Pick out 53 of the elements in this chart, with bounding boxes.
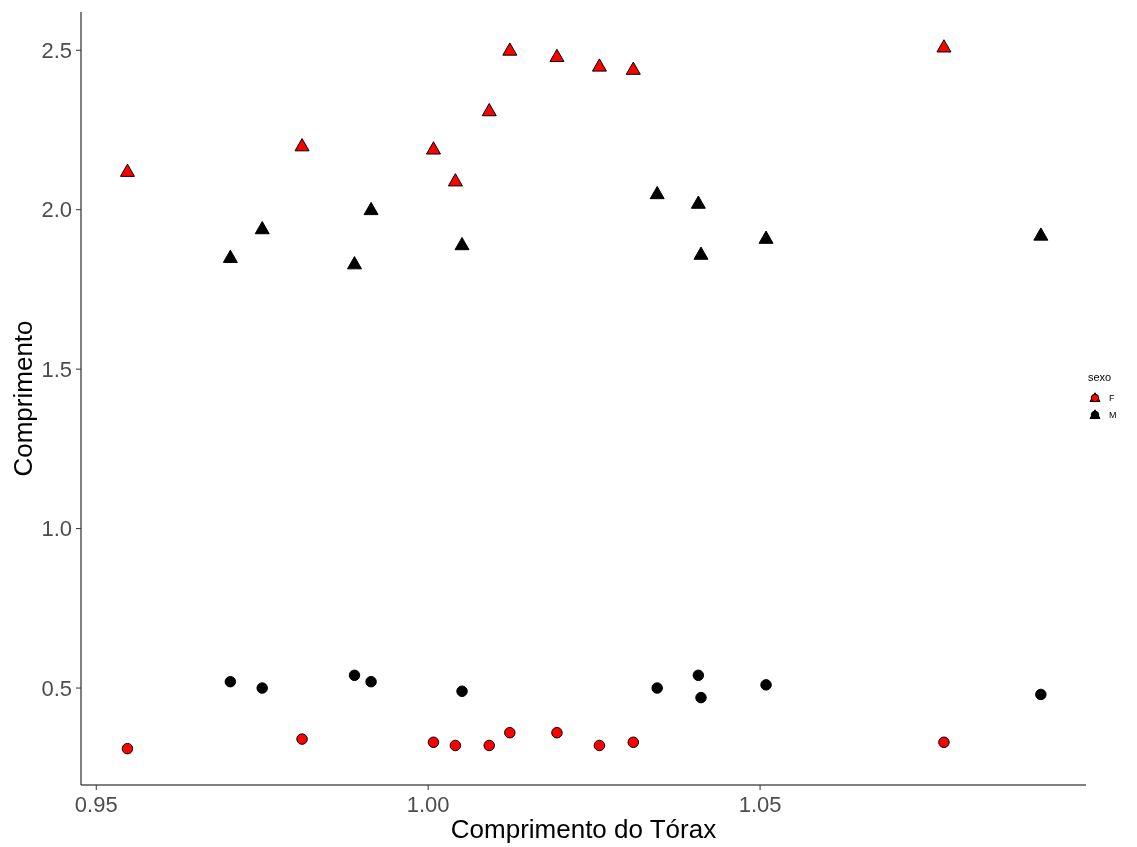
y-tick-label: 2.0 (41, 197, 72, 223)
point (1033, 227, 1049, 241)
legend-title: sexo (1088, 371, 1112, 383)
point (256, 682, 268, 694)
point (121, 742, 134, 755)
point (502, 42, 518, 56)
point (425, 141, 441, 155)
y-tick-label: 1.5 (41, 356, 72, 382)
x-tick-label: 1.00 (406, 792, 450, 817)
point (365, 675, 377, 688)
point (294, 138, 310, 152)
point (549, 48, 565, 63)
point (222, 249, 238, 263)
point (456, 685, 468, 697)
point (627, 736, 640, 749)
point (119, 163, 135, 177)
point (938, 736, 950, 749)
point (760, 679, 772, 691)
y-tick-label: 2.5 (41, 37, 72, 63)
x-tick-label: 1.05 (738, 792, 782, 817)
point (593, 739, 606, 752)
point (591, 58, 607, 72)
point (254, 221, 270, 235)
point (224, 675, 237, 688)
point (504, 726, 516, 739)
point (692, 669, 705, 682)
point (427, 736, 440, 749)
point (695, 691, 707, 704)
point (346, 256, 362, 270)
y-tick-label: 1.0 (41, 516, 72, 542)
point (348, 669, 361, 682)
x-axis-title: Comprimento do Tórax (450, 814, 717, 844)
y-axis-title: Comprimento (8, 320, 38, 477)
point (693, 246, 709, 260)
point (551, 726, 563, 739)
legend-label: M (1109, 410, 1117, 421)
point (758, 230, 774, 244)
point (363, 201, 379, 216)
point (651, 682, 663, 694)
legend-label: F (1109, 393, 1115, 404)
point (449, 739, 462, 752)
point (447, 173, 463, 187)
y-tick-label: 0.5 (41, 675, 72, 701)
point (296, 733, 308, 745)
point (625, 61, 641, 75)
point (690, 195, 706, 209)
x-tick-label: 0.95 (74, 792, 118, 817)
point (649, 185, 665, 200)
point (483, 739, 495, 752)
point (454, 236, 470, 251)
point (936, 39, 952, 53)
point (481, 103, 497, 117)
point (1035, 688, 1047, 701)
